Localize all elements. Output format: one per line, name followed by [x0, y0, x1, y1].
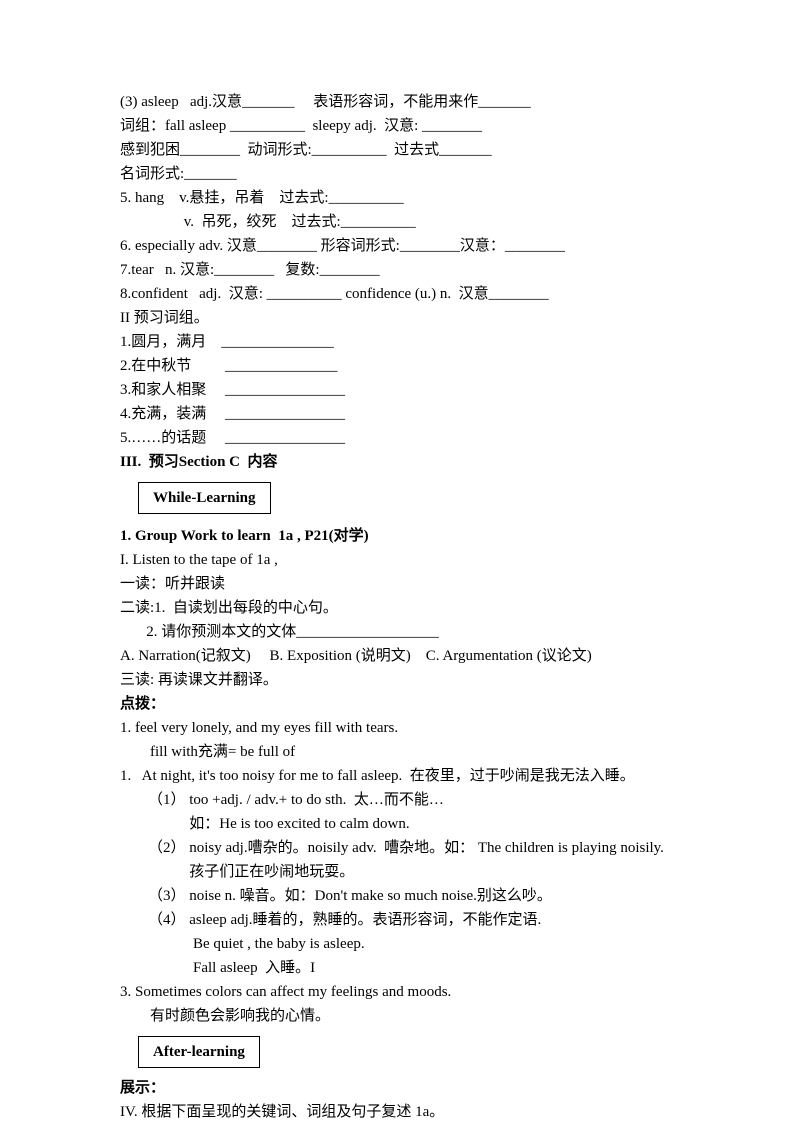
line-noun: 名词形式:_______ — [120, 162, 674, 186]
note2-2: （2） noisy adj.嘈杂的。noisily adv. 嘈杂地。如： Th… — [120, 836, 674, 860]
note2-4c: Fall asleep 入睡。I — [120, 956, 674, 980]
note2-2b: 孩子们正在吵闹地玩耍。 — [120, 860, 674, 884]
note3: 3. Sometimes colors can affect my feelin… — [120, 980, 674, 1004]
note2: 1. At night, it's too noisy for me to fa… — [120, 764, 674, 788]
listen-line: I. Listen to the tape of 1a , — [120, 548, 674, 572]
line-5b: v. 吊死，绞死 过去式:__________ — [120, 210, 674, 234]
line-phrase-2: 2.在中秋节 _______________ — [120, 354, 674, 378]
read2: 二读:1. 自读划出每段的中心句。 — [120, 596, 674, 620]
line-sleepy: 感到犯困________ 动词形式:__________ 过去式_______ — [120, 138, 674, 162]
line-6: 6. especially adv. 汉意________ 形容词形式:____… — [120, 234, 674, 258]
group-work-heading: 1. Group Work to learn 1a , P21(对学) — [120, 524, 674, 548]
line-3: (3) asleep adj.汉意_______ 表语形容词，不能用来作____… — [120, 90, 674, 114]
note3b: 有时颜色会影响我的心情。 — [120, 1004, 674, 1028]
line-8: 8.confident adj. 汉意: __________ confiden… — [120, 282, 674, 306]
zhanshi: 展示： — [120, 1076, 674, 1100]
while-learning-box: While-Learning — [138, 482, 271, 514]
note2-3: （3） noise n. 噪音。如：Don't make so much noi… — [120, 884, 674, 908]
line-phrase-1: 1.圆月，满月 _______________ — [120, 330, 674, 354]
read3: 三读: 再读课文并翻译。 — [120, 668, 674, 692]
note2-1: （1） too +adj. / adv.+ to do sth. 太…而不能… — [120, 788, 674, 812]
read1: 一读：听并跟读 — [120, 572, 674, 596]
note2-4b: Be quiet , the baby is asleep. — [120, 932, 674, 956]
dianbo: 点拨： — [120, 692, 674, 716]
line-phrase-3: 3.和家人相聚 ________________ — [120, 378, 674, 402]
line-iii: III. 预习Section C 内容 — [120, 450, 674, 474]
read2b: 2. 请你预测本文的文体___________________ — [120, 620, 674, 644]
line-phrase: 词组：fall asleep __________ sleepy adj. 汉意… — [120, 114, 674, 138]
note2-4: （4） asleep adj.睡着的，熟睡的。表语形容词，不能作定语. — [120, 908, 674, 932]
note1b: fill with充满= be full of — [120, 740, 674, 764]
line-5: 5. hang v.悬挂，吊着 过去式:__________ — [120, 186, 674, 210]
line-ii: II 预习词组。 — [120, 306, 674, 330]
after-learning-box: After-learning — [138, 1036, 260, 1068]
options: A. Narration(记叙文) B. Exposition (说明文) C.… — [120, 644, 674, 668]
note1: 1. feel very lonely, and my eyes fill wi… — [120, 716, 674, 740]
iv-line: IV. 根据下面呈现的关键词、词组及句子复述 1a。 — [120, 1100, 674, 1124]
line-7: 7.tear n. 汉意:________ 复数:________ — [120, 258, 674, 282]
note2-1b: 如：He is too excited to calm down. — [120, 812, 674, 836]
line-phrase-5: 5.……的话题 ________________ — [120, 426, 674, 450]
line-phrase-4: 4.充满，装满 ________________ — [120, 402, 674, 426]
